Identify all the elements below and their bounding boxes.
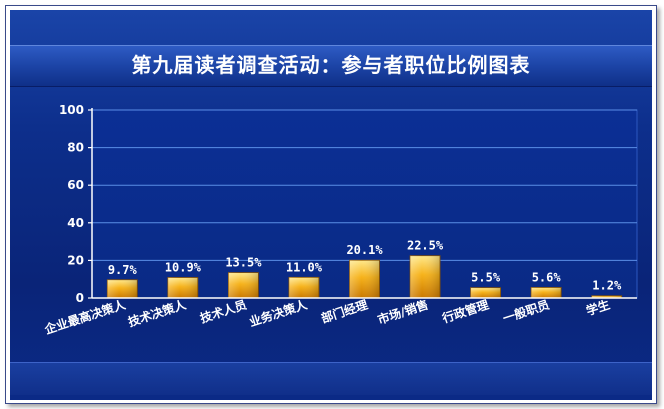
bar-shade: [288, 277, 319, 298]
x-tick-label: 部门经理: [319, 297, 369, 326]
data-label: 20.1%: [346, 243, 383, 257]
y-tick-label: 20: [67, 253, 84, 267]
x-tick-label: 学生: [584, 297, 611, 319]
data-label: 22.5%: [407, 239, 444, 253]
data-label: 5.5%: [471, 271, 501, 285]
y-tick-labels: 0 20 40 60 80 100: [59, 103, 84, 305]
bar-shade: [410, 255, 441, 298]
x-tick-label: 技术决策人: [126, 296, 189, 329]
y-tick-label: 100: [59, 103, 84, 117]
data-label: 5.6%: [532, 270, 562, 284]
bar-shade: [470, 287, 501, 298]
x-tick-label: 业务决策人: [247, 296, 310, 329]
y-tick-label: 0: [76, 291, 84, 305]
bar-shade: [167, 277, 198, 298]
x-tick-label: 市场/销售: [376, 297, 430, 327]
bar-shade: [531, 287, 562, 298]
x-tick-label: 行政管理: [439, 297, 490, 326]
x-tick-label: 一般职员: [501, 297, 551, 326]
data-label: 11.0%: [286, 260, 323, 274]
bottom-bar: [10, 362, 652, 395]
title-bar: [10, 45, 652, 87]
x-tick-labels: 企业最高决策人 技术决策人 技术人员 业务决策人 部门经理 市场/销售 行政管理 一般职员 学生: [42, 296, 612, 337]
bar-shade: [591, 295, 622, 298]
chart-title: 第九届读者调查活动：参与者职位比例图表: [131, 53, 531, 77]
bars: [106, 255, 623, 299]
y-tick-label: 40: [67, 216, 84, 230]
data-labels: 9.7% 10.9% 13.5% 11.0% 20.1% 22.5% 5.5% 5.6% 1.2…: [108, 239, 622, 293]
bar-shade: [349, 260, 380, 298]
y-tick-label: 60: [67, 178, 84, 192]
data-label: 10.9%: [165, 261, 202, 275]
bar-shade: [228, 272, 259, 298]
data-label: 1.2%: [592, 279, 622, 293]
x-tick-label: 技术人员: [198, 297, 248, 326]
bar-shade: [107, 279, 138, 298]
data-label: 9.7%: [108, 263, 138, 277]
y-tick-label: 80: [67, 141, 84, 155]
data-label: 13.5%: [225, 256, 262, 270]
x-tick-label: 企业最高决策人: [42, 296, 128, 337]
